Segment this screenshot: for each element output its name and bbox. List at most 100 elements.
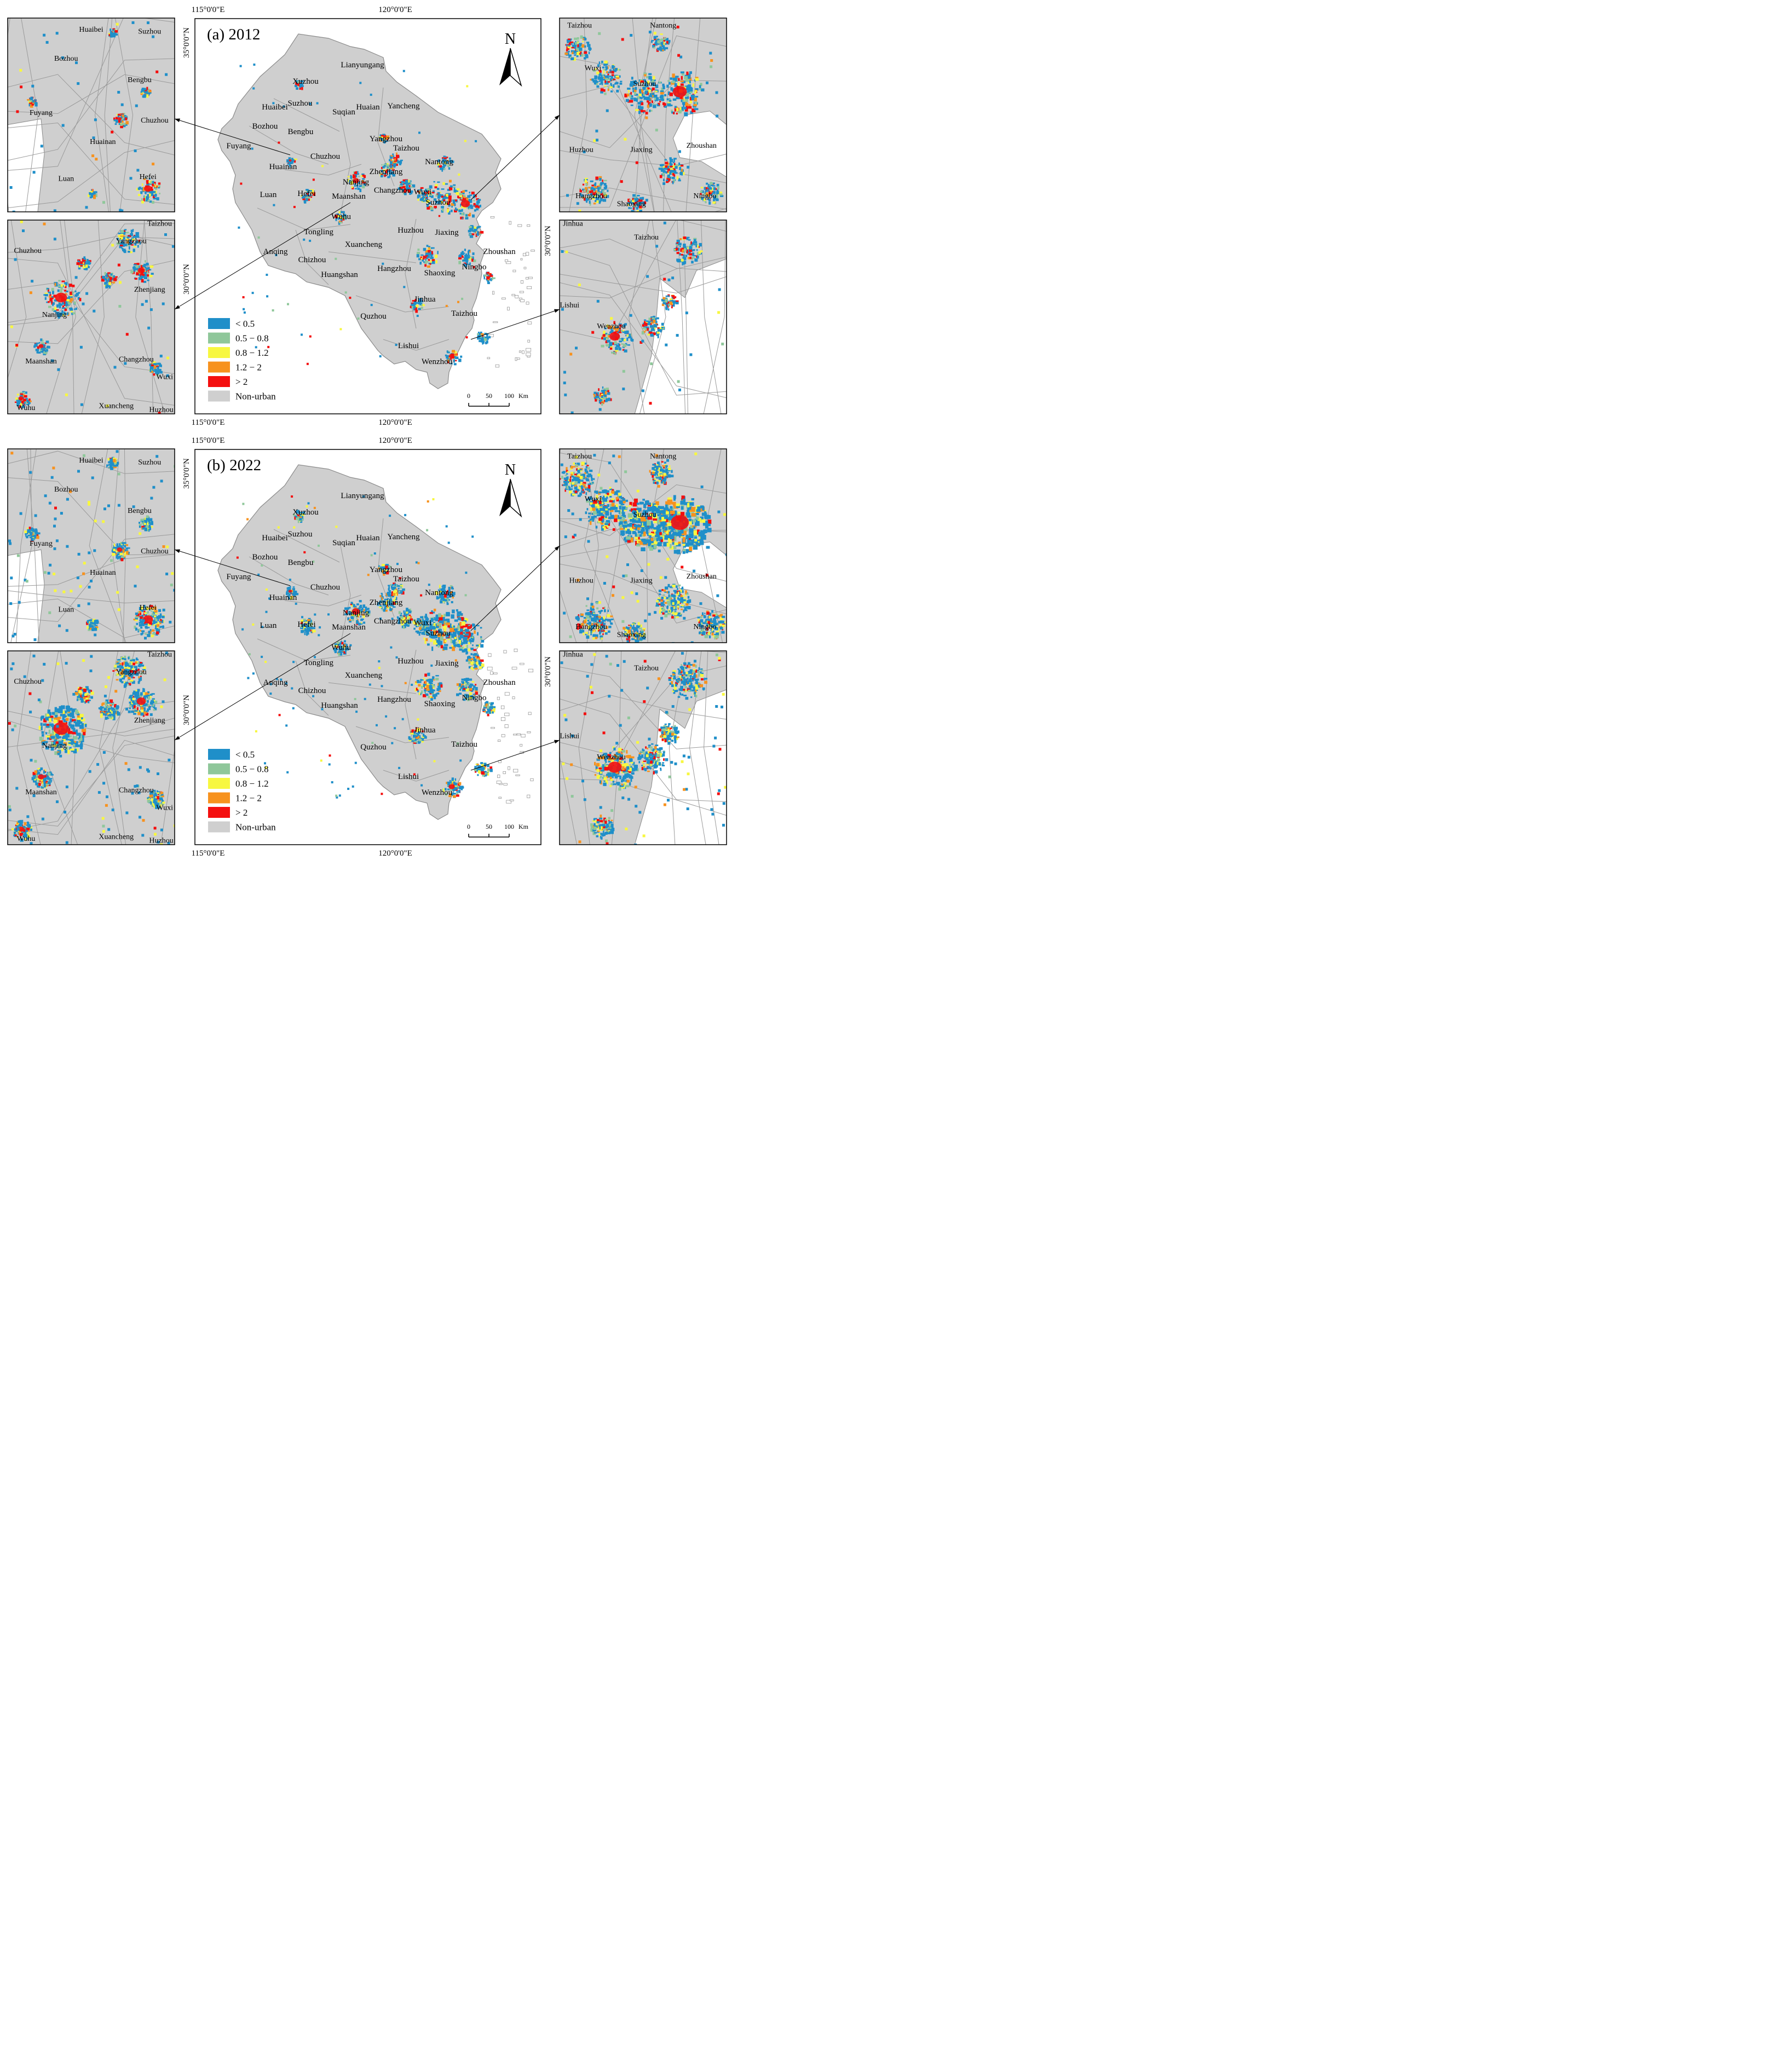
urban-pixel: [446, 622, 450, 626]
urban-pixel: [680, 80, 684, 83]
urban-pixel: [615, 328, 619, 331]
urban-pixel: [460, 686, 464, 689]
urban-pixel: [309, 619, 312, 623]
urban-pixel: [389, 159, 392, 161]
urban-pixel: [691, 97, 695, 101]
urban-pixel: [456, 793, 459, 796]
urban-pixel: [454, 209, 457, 212]
urban-pixel: [681, 72, 684, 76]
urban-pixel: [139, 186, 141, 189]
urban-pixel: [338, 653, 340, 656]
urban-pixel: [624, 137, 627, 141]
urban-pixel: [571, 43, 573, 45]
urban-pixel: [64, 308, 67, 311]
urban-pixel: [458, 782, 462, 786]
urban-pixel: [122, 114, 124, 118]
urban-pixel: [435, 592, 439, 595]
urban-pixel: [465, 686, 468, 689]
urban-pixel: [18, 400, 20, 402]
urban-pixel: [350, 617, 354, 619]
urban-pixel: [471, 681, 475, 683]
urban-pixel: [599, 183, 601, 186]
urban-pixel: [406, 608, 408, 611]
inset-body: [8, 220, 175, 414]
urban-pixel: [596, 398, 599, 401]
urban-pixel: [359, 188, 362, 192]
urban-pixel: [491, 274, 493, 276]
urban-pixel: [144, 267, 147, 269]
urban-pixel: [672, 98, 677, 101]
urban-pixel: [118, 113, 120, 116]
urban-pixel: [620, 180, 623, 183]
urban-pixel: [355, 171, 358, 175]
urban-pixel: [670, 159, 673, 163]
urban-pixel: [648, 87, 650, 90]
city-label: Lishui: [398, 342, 419, 350]
urban-pixel: [417, 621, 419, 625]
urban-pixel: [649, 109, 653, 112]
urban-pixel: [292, 586, 295, 588]
urban-pixel: [472, 696, 475, 700]
urban-pixel: [420, 307, 423, 309]
urban-pixel: [423, 683, 427, 687]
urban-pixel: [448, 795, 452, 798]
urban-pixel: [420, 679, 422, 682]
urban-pixel: [591, 331, 595, 334]
urban-pixel: [686, 238, 689, 240]
urban-pixel: [613, 84, 615, 86]
urban-pixel: [479, 338, 483, 340]
urban-pixel: [713, 187, 716, 191]
urban-cluster: [474, 762, 493, 777]
urban-pixel: [414, 682, 417, 685]
urban-pixel: [120, 234, 124, 236]
urban-cluster: [417, 187, 433, 203]
urban-pixel: [589, 200, 591, 204]
urban-pixel: [464, 189, 468, 192]
city-label: Bozhou: [252, 122, 278, 131]
inset-map: Huaibei SuzhouBozhouBengbuFuyangChuzhouHu…: [7, 18, 175, 212]
urban-pixel: [480, 331, 482, 335]
urban-pixel: [595, 197, 598, 199]
urban-pixel: [460, 355, 463, 358]
urban-pixel: [640, 80, 644, 83]
urban-pixel: [661, 44, 664, 45]
urban-pixel: [469, 684, 472, 687]
urban-pixel: [130, 251, 132, 253]
urban-pixel: [335, 644, 338, 647]
urban-pixel: [426, 631, 428, 634]
city-label: Jiaxing: [630, 146, 652, 154]
urban-pixel: [301, 83, 304, 85]
urban-pixel: [304, 620, 309, 622]
urban-pixel: [442, 585, 446, 587]
urban-pixel: [607, 339, 610, 343]
urban-pixel: [436, 622, 439, 625]
urban-pixel: [456, 356, 459, 359]
urban-pixel: [434, 608, 436, 611]
urban-pixel: [40, 145, 43, 148]
urban-pixel: [613, 321, 615, 325]
urban-pixel: [652, 45, 655, 47]
urban-pixel: [19, 401, 21, 405]
urban-pixel: [461, 209, 463, 212]
urban-pixel: [568, 45, 571, 47]
urban-pixel: [301, 195, 305, 199]
urban-pixel: [469, 212, 471, 216]
urban-pixel: [30, 96, 33, 99]
urban-pixel: [454, 778, 457, 781]
urban-pixel: [291, 159, 295, 161]
urban-pixel: [419, 622, 422, 624]
urban-pixel: [349, 619, 352, 621]
urban-pixel: [437, 196, 440, 199]
urban-pixel: [641, 106, 644, 109]
urban-pixel: [435, 200, 438, 204]
urban-pixel: [477, 333, 479, 336]
urban-pixel: [350, 603, 352, 605]
urban-pixel: [428, 202, 431, 204]
urban-pixel: [643, 92, 646, 96]
urban-pixel: [37, 351, 41, 354]
urban-pixel: [73, 308, 78, 310]
urban-pixel: [568, 39, 572, 43]
urban-pixel: [708, 191, 712, 194]
urban-pixel: [381, 592, 383, 595]
urban-pixel: [672, 300, 676, 303]
